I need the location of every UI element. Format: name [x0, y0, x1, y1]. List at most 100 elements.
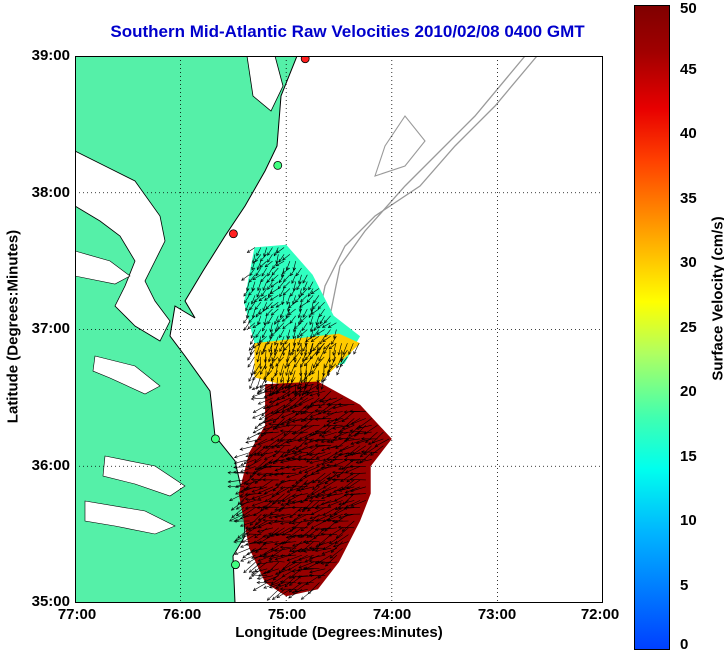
velocity-arrow-head — [267, 252, 271, 256]
velocity-arrow-head — [251, 387, 256, 391]
velocity-arrow-head — [274, 585, 279, 589]
velocity-arrow-head — [318, 404, 322, 409]
velocity-arrow-head — [332, 352, 336, 356]
velocity-arrow — [315, 507, 332, 509]
velocity-arrow — [265, 370, 267, 383]
velocity-arrow — [253, 582, 268, 591]
velocity-arrow-head — [248, 347, 253, 351]
velocity-arrow-head — [268, 358, 272, 363]
velocity-arrow-head — [334, 520, 339, 524]
velocity-arrow-head — [291, 505, 295, 510]
velocity-arrow — [245, 486, 262, 490]
velocity-arrow — [273, 247, 279, 256]
velocity-arrow-head — [328, 346, 333, 350]
velocity-arrow-head — [257, 287, 261, 292]
velocity-arrow — [270, 295, 279, 301]
velocity-arrow — [336, 527, 349, 539]
velocity-arrow — [262, 281, 267, 291]
velocity-arrow — [240, 466, 256, 473]
velocity-arrow-head — [257, 442, 262, 446]
velocity-arrow — [312, 301, 320, 310]
velocity-arrow-head — [243, 327, 247, 331]
velocity-arrow-head — [235, 518, 239, 522]
velocity-arrow — [267, 254, 273, 263]
velocity-arrow-head — [286, 421, 290, 425]
velocity-arrow-head — [281, 270, 286, 274]
velocity-arrow-head — [333, 498, 338, 502]
velocity-arrow — [311, 336, 320, 342]
velocity-arrow-head — [328, 359, 332, 363]
velocity-arrow-head — [305, 338, 309, 343]
colorbar-tick-label: 5 — [680, 576, 689, 594]
velocity-arrow — [325, 554, 338, 567]
velocity-arrow-head — [252, 376, 256, 381]
velocity-arrow-head — [275, 491, 280, 495]
velocity-arrow-head — [257, 321, 261, 326]
velocity-arrow-head — [240, 469, 244, 473]
velocity-arrow-head — [251, 266, 255, 271]
velocity-arrow-head — [346, 479, 350, 483]
velocity-arrow-head — [258, 417, 263, 421]
velocity-arrow-head — [310, 512, 315, 516]
velocity-arrow-head — [268, 532, 272, 536]
velocity-arrow — [251, 568, 268, 574]
velocity-arrow-head — [333, 435, 337, 439]
velocity-arrow — [280, 438, 297, 441]
velocity-arrow-head — [332, 421, 337, 425]
velocity-arrow — [274, 343, 279, 355]
velocity-arrow-head — [320, 502, 325, 506]
velocity-arrow-head — [309, 321, 313, 326]
velocity-arrow — [329, 548, 343, 559]
velocity-arrow-head — [243, 320, 247, 324]
velocity-arrow-head — [243, 293, 247, 297]
velocity-arrow-head — [263, 394, 268, 398]
velocity-arrow — [263, 343, 267, 353]
velocity-arrow — [279, 288, 285, 297]
velocity-arrow-head — [309, 393, 314, 397]
velocity-arrow — [292, 493, 308, 497]
velocity-arrow — [327, 500, 343, 507]
velocity-arrow — [342, 343, 348, 355]
velocity-arrow-head — [262, 473, 267, 478]
velocity-arrow — [307, 582, 320, 594]
velocity-arrow-head — [258, 573, 262, 577]
velocity-arrow — [249, 445, 262, 457]
velocity-arrow — [303, 411, 320, 414]
velocity-arrow — [257, 493, 274, 500]
velocity-arrow-head — [318, 357, 322, 362]
velocity-arrow — [297, 329, 302, 339]
velocity-arrow-head — [358, 424, 362, 428]
velocity-arrow-head — [308, 499, 313, 503]
velocity-arrow — [304, 431, 320, 439]
velocity-arrow — [333, 431, 349, 439]
velocity-arrow-head — [314, 561, 319, 565]
velocity-arrow — [323, 343, 331, 354]
velocity-arrow-head — [269, 511, 274, 515]
velocity-arrow-head — [291, 419, 296, 423]
velocity-arrow-head — [324, 563, 329, 567]
velocity-arrow — [310, 343, 314, 353]
velocity-arrow — [250, 343, 255, 355]
velocity-arrow — [333, 418, 349, 424]
velocity-arrow-head — [258, 311, 262, 315]
velocity-arrow-head — [293, 325, 298, 330]
velocity-arrow-head — [271, 271, 276, 276]
velocity-arrow — [254, 431, 268, 443]
velocity-arrow — [370, 445, 384, 456]
velocity-arrow — [263, 418, 279, 423]
velocity-arrow — [267, 267, 273, 277]
velocity-arrow-head — [248, 576, 253, 580]
velocity-arrow-head — [285, 385, 290, 389]
radar-station-marker — [211, 434, 220, 444]
velocity-arrow-head — [330, 439, 334, 444]
velocity-arrow-head — [337, 436, 342, 440]
velocity-arrow-head — [252, 430, 257, 434]
velocity-arrow-head — [323, 431, 327, 435]
velocity-arrow — [339, 445, 355, 452]
velocity-arrow-head — [241, 539, 245, 543]
velocity-arrow-head — [249, 341, 254, 345]
velocity-arrow — [306, 534, 320, 544]
velocity-arrow-head — [327, 517, 332, 521]
velocity-arrow-head — [336, 474, 341, 478]
velocity-arrow-head — [300, 534, 304, 538]
